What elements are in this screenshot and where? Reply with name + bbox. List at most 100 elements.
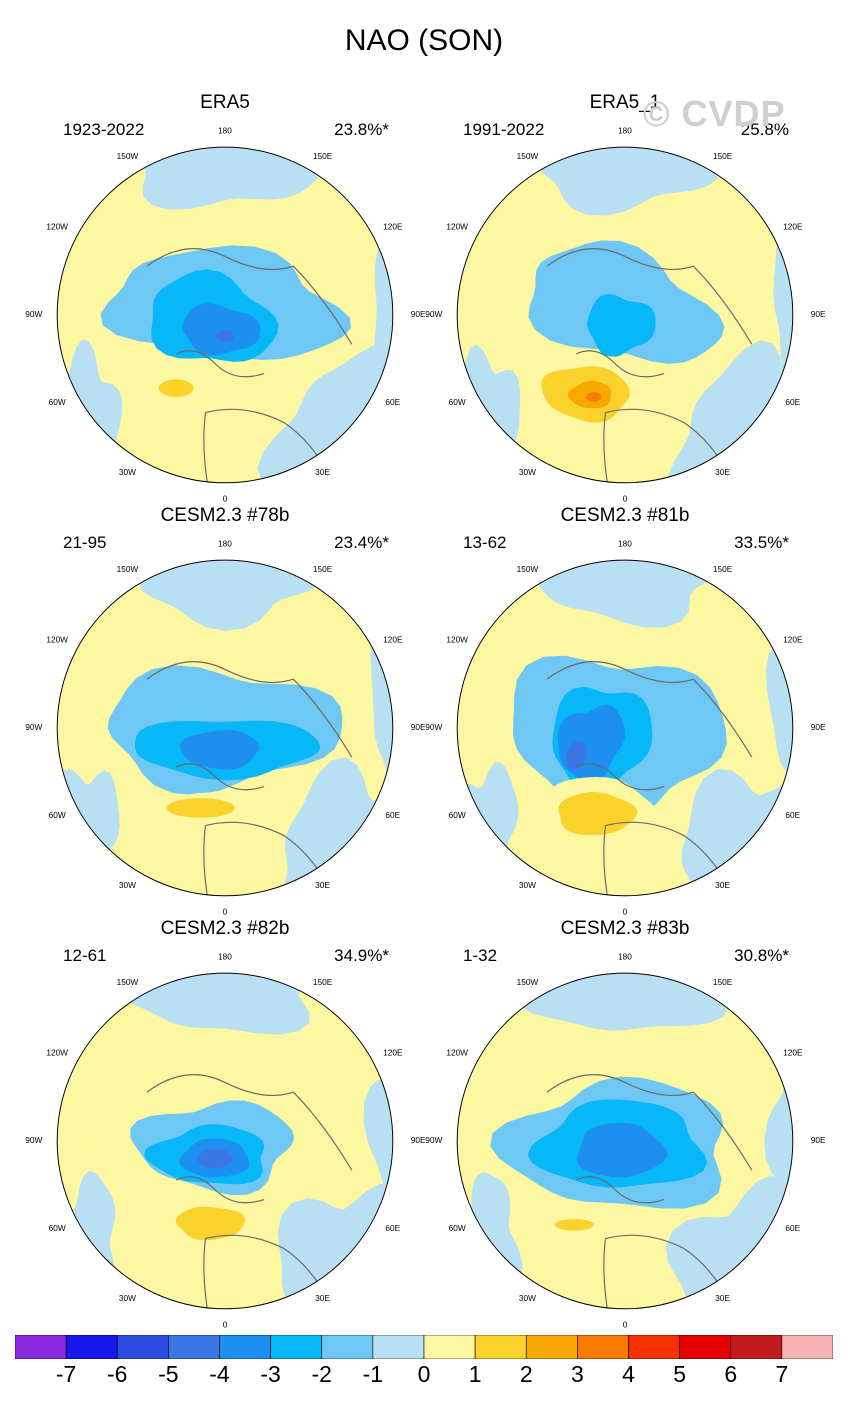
panel-title: ERA5_1 [589, 92, 661, 113]
longitude-label: 30E [715, 467, 730, 477]
longitude-label: 90E [811, 1135, 825, 1145]
map-border [56, 972, 394, 1310]
longitude-label: 90W [425, 1135, 442, 1145]
longitude-label: 90W [425, 722, 442, 732]
longitude-label: 120W [46, 1047, 68, 1057]
colorbar-swatch [525, 1335, 578, 1359]
colorbar-swatch [423, 1335, 476, 1359]
longitude-label: 120E [383, 221, 403, 231]
colorbar-tick-label: -3 [260, 1361, 281, 1387]
panel-title: CESM2.3 #81b [560, 505, 690, 526]
longitude-label: 90E [411, 722, 425, 732]
longitude-label: 60W [449, 810, 466, 820]
positive-anomaly [558, 791, 638, 835]
longitude-label: 150W [117, 977, 139, 987]
longitude-label: 60E [385, 397, 400, 407]
map-border [56, 559, 394, 897]
negative-region [133, 560, 323, 631]
panel-variance: 30.8%* [734, 946, 789, 965]
longitude-label: 120E [783, 221, 803, 231]
longitude-label: 60E [785, 810, 800, 820]
longitude-label: 180 [618, 126, 632, 136]
longitude-label: 90E [811, 309, 825, 319]
longitude-label: 60W [49, 397, 66, 407]
colorbar-swatch [679, 1335, 732, 1359]
colorbar-tick-label: -5 [158, 1361, 179, 1387]
colorbar-swatch [15, 1335, 67, 1359]
panel-cesm-83b: CESM2.3 #83b 1-32 30.8%* 180 150E 120E 90E 6… [425, 918, 825, 1330]
figure-title: NAO (SON) [344, 24, 504, 57]
colorbar-swatch [730, 1335, 783, 1359]
colorbar-tick-label: 4 [622, 1361, 635, 1387]
colorbar-swatch [781, 1335, 833, 1359]
polar-map: 180 150E 120E 90E 60E 30E 0 30W 60W 90W 120W 150W [425, 539, 825, 917]
colorbar-swatch [168, 1335, 220, 1359]
negative-region [363, 1020, 393, 1216]
negative-region [140, 147, 329, 210]
longitude-label: 90E [411, 1135, 425, 1145]
panel-era5: ERA5 1923-2022 23.8%* 180 150E 120E 90E 60E 3… [25, 92, 425, 504]
polar-map: 180 150E 120E 90E 60E 30E 0 30W 60W 90W 120W 150W [25, 539, 425, 917]
colorbar-tick-label: -7 [55, 1361, 77, 1387]
longitude-label: 180 [618, 952, 632, 962]
longitude-label: 120E [383, 634, 403, 644]
longitude-label: 120E [783, 634, 803, 644]
colorbar-tick-label: 2 [519, 1361, 533, 1387]
panel-era5-1: ERA5_1 1991-2022 25.8% 180 150E 120E 90E 60E… [425, 92, 825, 504]
negative-region [515, 973, 728, 1031]
polar-map: 180 150E 120E 90E 60E 30E 0 30W 60W 90W 120W 150W [25, 952, 425, 1330]
positive-anomaly [158, 379, 194, 397]
longitude-label: 30W [519, 1293, 536, 1303]
colorbar-swatch [65, 1335, 118, 1359]
panel-title: CESM2.3 #78b [160, 505, 290, 526]
colorbar-tick-label: 3 [570, 1361, 584, 1387]
panel-variance: 23.8%* [334, 120, 389, 139]
map-border [456, 972, 794, 1310]
negative-region [681, 768, 793, 896]
map-border [456, 559, 794, 897]
negative-region [520, 560, 720, 628]
panel-variance: 34.9%* [334, 946, 389, 965]
negative-region [536, 147, 724, 216]
colorbar-tick-label: -6 [107, 1361, 128, 1387]
panel-variance: 25.8% [740, 120, 789, 139]
longitude-label: 0 [623, 494, 628, 504]
negative-anomaly [197, 1148, 233, 1169]
panel-cesm-82b: CESM2.3 #82b 12-61 34.9%* 180 150E 120E 90E… [25, 918, 425, 1330]
longitude-label: 0 [223, 1320, 228, 1330]
map-border [456, 146, 794, 484]
longitude-label: 90E [411, 309, 425, 319]
longitude-label: 30E [715, 880, 730, 890]
colorbar-swatch [321, 1335, 374, 1359]
longitude-label: 180 [218, 539, 232, 549]
colorbar-swatch [116, 1335, 169, 1359]
longitude-label: 60W [449, 1223, 466, 1233]
colorbar-tick-label: -2 [311, 1361, 332, 1387]
negative-anomaly [216, 330, 234, 343]
negative-region [457, 761, 519, 896]
positive-anomaly [166, 798, 235, 818]
longitude-label: 150E [713, 564, 733, 574]
polar-map: 180 150E 120E 90E 60E 30E 0 30W 60W 90W 120W 150W [25, 126, 425, 504]
negative-anomaly [182, 303, 261, 356]
longitude-label: 30E [315, 1293, 330, 1303]
panel-cesm-78b: CESM2.3 #78b 21-95 23.4%* 180 150E 120E 90E… [25, 505, 425, 917]
colorbar-tick-label: 6 [724, 1361, 738, 1387]
colorbar-swatch [474, 1335, 527, 1359]
watermark-logo: © CVDP [643, 93, 786, 134]
longitude-label: 30W [119, 467, 136, 477]
longitude-label: 120E [783, 1047, 803, 1057]
longitude-label: 60E [385, 810, 400, 820]
longitude-label: 150E [713, 151, 733, 161]
longitude-label: 60E [385, 1223, 400, 1233]
negative-anomaly [587, 294, 656, 358]
longitude-label: 120W [446, 221, 468, 231]
longitude-label: 90W [425, 309, 442, 319]
longitude-label: 120W [46, 634, 68, 644]
longitude-label: 30E [315, 467, 330, 477]
coastline [146, 661, 353, 896]
coastline [146, 248, 353, 483]
colorbar-swatch [628, 1335, 680, 1359]
coastline [146, 1074, 353, 1309]
longitude-label: 30E [315, 880, 330, 890]
